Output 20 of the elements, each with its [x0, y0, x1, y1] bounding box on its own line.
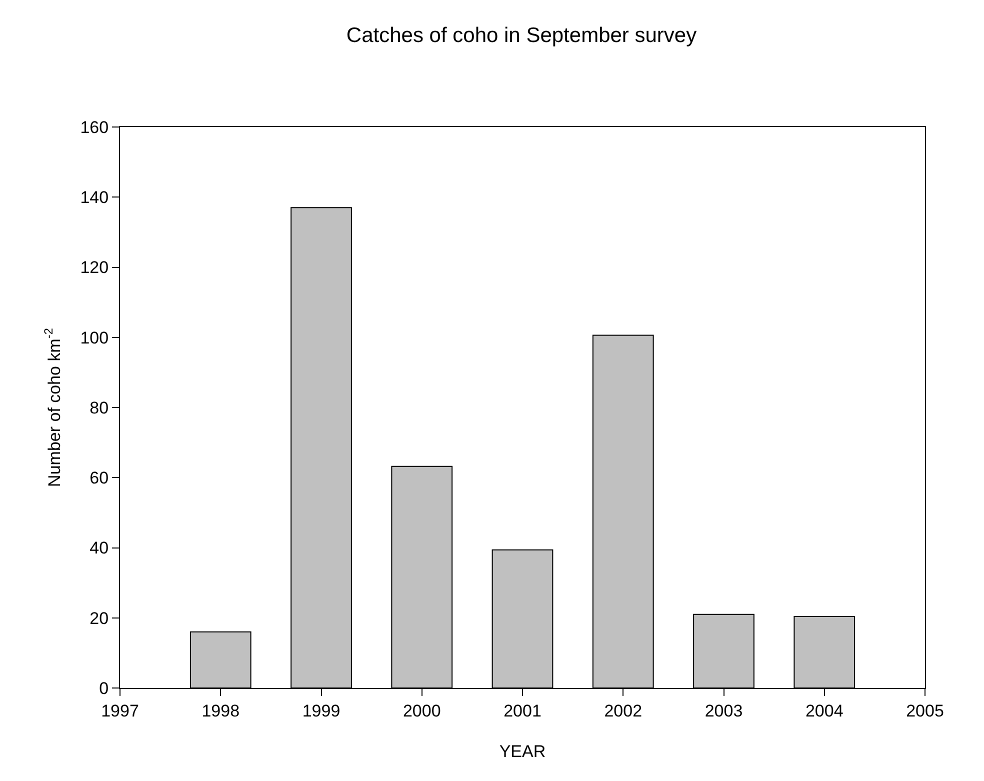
- x-tick-label: 2000: [402, 701, 441, 720]
- y-tick-label: 60: [90, 468, 109, 488]
- x-tick-label: 1999: [302, 701, 340, 720]
- x-tick-label: 2005: [906, 701, 944, 720]
- y-tick-label: 40: [90, 538, 109, 558]
- x-tick-label: 2004: [805, 701, 844, 720]
- x-tick-label: 2001: [504, 701, 542, 720]
- y-tick-label: 100: [80, 328, 109, 348]
- y-tick-label: 20: [90, 608, 109, 628]
- x-axis-title: YEAR: [499, 742, 546, 761]
- y-tick-label: 160: [80, 118, 109, 137]
- y-tick-label: 120: [80, 258, 109, 278]
- y-tick-label: 0: [99, 678, 109, 698]
- x-tick-label: 2003: [704, 701, 743, 720]
- chart-title: Catches of coho in September survey: [346, 24, 698, 48]
- x-tick-label: 1998: [202, 701, 240, 720]
- x-tick-label: 1997: [101, 701, 139, 720]
- y-tick-label: 140: [80, 188, 109, 208]
- x-tick-label: 2002: [604, 701, 642, 720]
- y-tick-label: 80: [90, 398, 109, 418]
